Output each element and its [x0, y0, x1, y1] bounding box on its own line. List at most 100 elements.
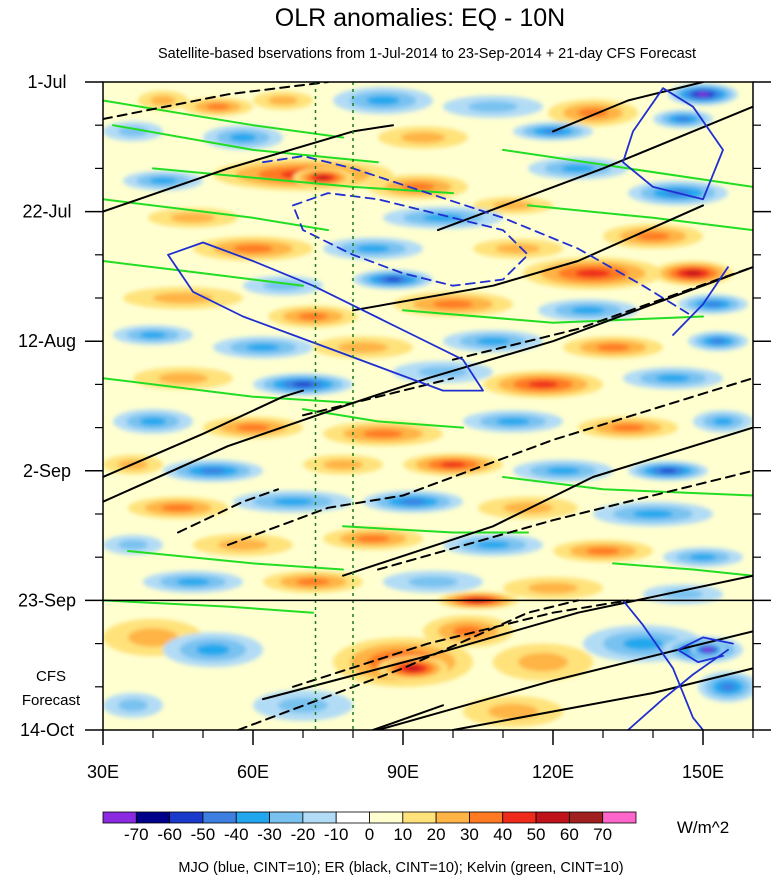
y-tick-label: 14-Oct	[20, 720, 74, 740]
x-tick-label: 120E	[532, 762, 574, 782]
mjo-contour-negative	[262, 155, 694, 318]
er-contour-positive	[103, 389, 304, 478]
colorbar-label: -10	[324, 825, 349, 844]
mjo-contour-positive	[167, 241, 484, 392]
colorbar-label: -30	[257, 825, 282, 844]
er-contour-negative	[177, 488, 279, 534]
colorbar-label: 70	[593, 825, 612, 844]
kelvin-contour	[342, 525, 529, 534]
colorbar-swatch	[502, 811, 537, 824]
anomaly-blob	[546, 467, 580, 475]
forecast-label: CFS Forecast	[22, 668, 81, 709]
axes: 1-Jul 22-Jul 12-Aug 2-Sep 23-Sep 14-Oct 30E 60E…	[18, 72, 771, 782]
er-contour-positive	[452, 667, 753, 730]
anomaly-blob	[408, 576, 458, 588]
er-contour-negative	[377, 469, 753, 571]
anomaly-blob	[385, 277, 401, 282]
colorbar-label: -20	[291, 825, 316, 844]
y-tick-label: 23-Sep	[18, 590, 76, 610]
anomaly-blob	[128, 628, 178, 647]
colorbar: -70 -60 -50 -40 -30 -20 -10 0 10 20 30 40 50 60 70	[102, 811, 637, 844]
anomaly-blob	[578, 108, 608, 118]
anomaly-blob	[206, 103, 230, 110]
kelvin-contour	[612, 562, 753, 577]
anomaly-blob	[196, 644, 230, 656]
anomaly-blob	[293, 382, 313, 387]
anomaly-blob	[118, 699, 148, 712]
x-tick-label: 90E	[387, 762, 419, 782]
anomaly-blob	[149, 177, 177, 185]
colorbar-label: 10	[393, 825, 412, 844]
anomaly-blob	[363, 429, 403, 438]
colorbar-label: -60	[157, 825, 182, 844]
colorbar-label: 0	[365, 825, 374, 844]
anomaly-blob	[518, 652, 568, 672]
colorbar-swatch	[469, 811, 504, 824]
anomaly-blob	[246, 343, 280, 352]
colorbar-swatch	[235, 811, 270, 824]
anomaly-blob	[338, 341, 388, 353]
anomaly-blob	[496, 417, 530, 426]
anomaly-blob	[229, 133, 257, 142]
anomaly-blob	[476, 337, 510, 345]
anomaly-blob	[453, 625, 483, 637]
anomaly-blob	[296, 578, 330, 586]
anomaly-blob	[118, 126, 148, 137]
anomaly-blob	[323, 459, 363, 470]
anomaly-blob	[273, 497, 313, 506]
kelvin-contour	[103, 260, 304, 287]
mjo-contour-positive	[677, 636, 734, 651]
anomaly-blob	[704, 301, 722, 307]
er-contour-negative	[103, 82, 329, 120]
colorbar-swatch	[135, 811, 171, 824]
anomaly-blob	[233, 244, 273, 253]
anomaly-blob	[575, 269, 611, 278]
colorbar-swatch	[335, 811, 370, 824]
colorbar-label: 50	[527, 825, 546, 844]
anomaly-blob	[400, 498, 426, 505]
anomaly-blob	[656, 374, 690, 382]
anomaly-blob	[476, 541, 510, 549]
mjo-contour-positive	[672, 266, 729, 336]
colorbar-swatch	[269, 811, 304, 824]
er-contour-negative	[237, 599, 579, 730]
footer-legend: MJO (blue, CINT=10); ER (black, CINT=10)…	[178, 860, 623, 876]
colorbar-label: 40	[493, 825, 512, 844]
colorbar-swatch	[568, 811, 604, 824]
chart-title: OLR anomalies: EQ - 10N	[275, 4, 565, 32]
anomaly-blob	[495, 243, 541, 254]
anomaly-blob	[528, 582, 578, 594]
anomaly-blob	[493, 201, 533, 210]
x-tick-label: 150E	[682, 762, 724, 782]
anomaly-blob	[317, 175, 329, 180]
anomaly-blob	[150, 95, 176, 106]
kelvin-contour	[302, 408, 464, 429]
reference-lines	[103, 82, 753, 730]
anomaly-blob	[268, 95, 298, 106]
anomaly-blob	[263, 280, 303, 291]
anomaly-blob	[161, 504, 195, 512]
er-contour-negative	[292, 599, 629, 688]
kelvin-contour	[103, 377, 354, 404]
colorbar-swatch	[102, 811, 137, 824]
anomaly-blob	[561, 164, 595, 173]
anomaly-blob	[433, 300, 473, 309]
colorbar-swatch	[435, 811, 470, 824]
anomaly-blob	[139, 417, 167, 426]
y-tick-label: 2-Sep	[23, 461, 71, 481]
anomaly-blob	[176, 578, 210, 586]
x-tick-label: 30E	[87, 762, 119, 782]
anomaly-blob	[366, 95, 400, 106]
anomaly-blob	[710, 338, 726, 344]
colorbar-label: -50	[191, 825, 216, 844]
er-contour-negative	[452, 266, 753, 361]
mjo-contour-positive	[627, 648, 729, 730]
chart-subtitle: Satellite-based bservations from 1-Jul-2…	[158, 46, 696, 62]
er-contour-positive	[437, 105, 753, 232]
anomaly-blob	[636, 232, 670, 241]
kelvin-contour	[103, 198, 329, 232]
colorbar-label: 20	[427, 825, 446, 844]
anomaly-blob	[170, 212, 216, 223]
colorbar-swatch	[202, 811, 237, 824]
